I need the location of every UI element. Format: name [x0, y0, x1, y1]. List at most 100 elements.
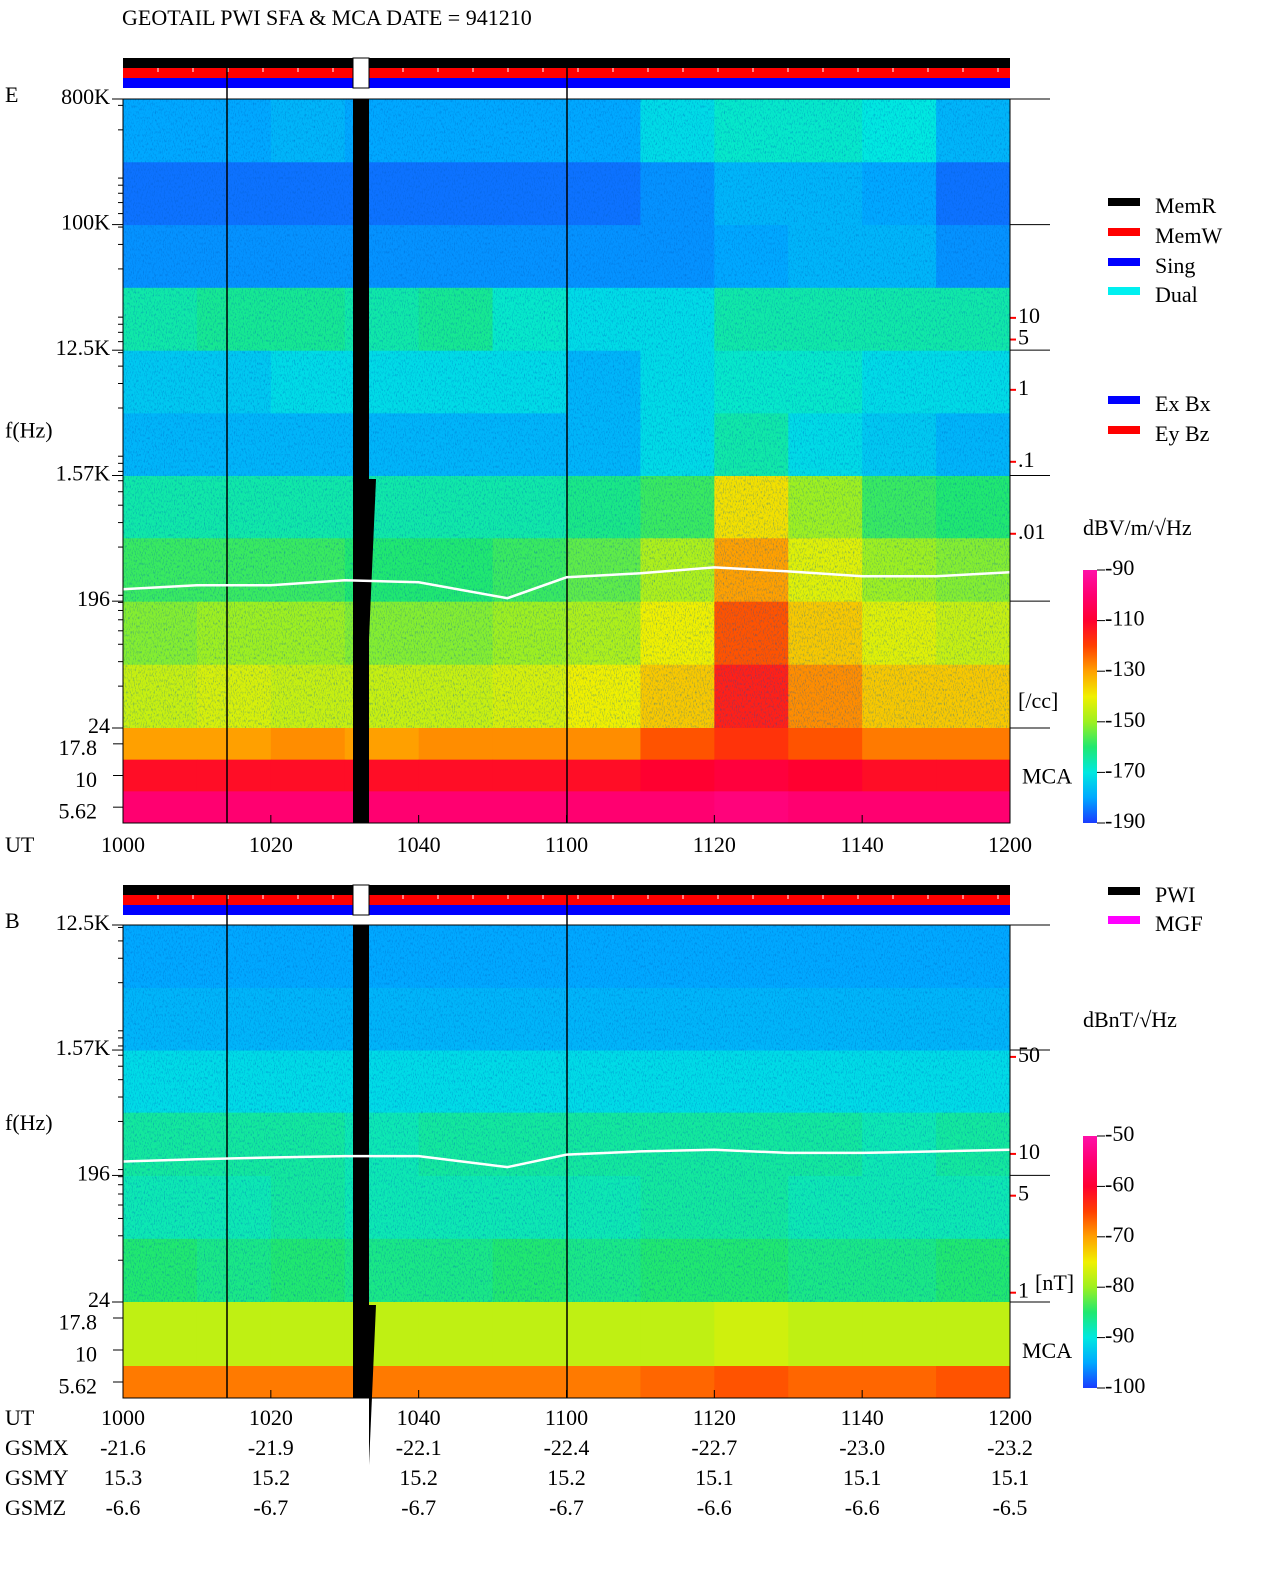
- y2-tick-label: 50: [1018, 1042, 1040, 1067]
- legend-label: MGF: [1155, 911, 1203, 936]
- legend-swatch: [1108, 258, 1140, 266]
- mca-cell: [714, 728, 789, 761]
- y-tick-label: 196: [77, 1160, 110, 1185]
- x-tick-label: 1040: [397, 1405, 441, 1430]
- y-tick-label: 1.57K: [56, 461, 111, 486]
- mca-cell: [196, 759, 272, 792]
- mca-cell: [123, 1334, 198, 1367]
- mca-cell: [123, 728, 198, 761]
- y-tick-label: 1.57K: [56, 1035, 111, 1060]
- legend-label: MemR: [1155, 193, 1216, 218]
- y-axis-label: f(Hz): [5, 417, 53, 442]
- legend-label: Sing: [1155, 253, 1195, 278]
- status-gap: [352, 57, 370, 89]
- orbit-value: -6.6: [106, 1495, 141, 1520]
- colorbar-tick-label: -150: [1105, 707, 1145, 732]
- mca-cell: [714, 759, 789, 792]
- mca-cell: [936, 1302, 1011, 1335]
- legend-label: PWI: [1155, 882, 1195, 907]
- mca-cell: [862, 728, 937, 761]
- orbit-value: 15.2: [252, 1465, 291, 1490]
- orbit-value: -6.7: [253, 1495, 288, 1520]
- colorbar-tick-label: -50: [1105, 1121, 1134, 1146]
- mca-tick-label: 17.8: [59, 735, 98, 760]
- mca-cell: [788, 791, 863, 824]
- legend-swatch: [1108, 426, 1140, 434]
- status-gap: [352, 884, 370, 916]
- mca-tick-label: 17.8: [59, 1309, 98, 1334]
- y-tick-label: 196: [77, 586, 110, 611]
- y-tick-label: 12.5K: [56, 335, 111, 360]
- colorbar: [1083, 1136, 1097, 1388]
- x-tick-label: 1020: [249, 832, 293, 857]
- colorbar-label: dBV/m/√Hz: [1083, 515, 1192, 540]
- mca-cell: [123, 759, 198, 792]
- mca-cell: [714, 1366, 789, 1399]
- y2-tick-label: 5: [1018, 1181, 1029, 1206]
- mca-cell: [418, 1302, 494, 1335]
- mca-cell: [862, 791, 937, 824]
- y2-axis-label: [nT]: [1035, 1270, 1074, 1295]
- plot-frame: [122, 98, 1011, 824]
- mca-cell: [196, 791, 272, 824]
- x-tick-label: 1100: [545, 832, 588, 857]
- plot-frame: [122, 924, 1011, 1399]
- orbit-value: -6.5: [993, 1495, 1028, 1520]
- x-axis-label: UT: [5, 832, 35, 857]
- orbit-value: -22.7: [691, 1435, 737, 1460]
- x-axis-label: UT: [5, 1405, 35, 1430]
- mca-cell: [123, 1366, 198, 1399]
- x-tick-label: 1140: [841, 1405, 884, 1430]
- x-tick-label: 1140: [841, 832, 884, 857]
- orbit-value: -6.6: [845, 1495, 880, 1520]
- orbit-value: -6.7: [549, 1495, 584, 1520]
- y-axis-label: f(Hz): [5, 1110, 53, 1135]
- mca-cell: [862, 1302, 937, 1335]
- y2-tick-label: 1: [1018, 1278, 1029, 1303]
- mca-cell: [566, 1366, 641, 1399]
- legend-label: Ey Bz: [1155, 421, 1210, 446]
- legend-label: MemW: [1155, 223, 1222, 248]
- mca-tick-label: 5.62: [59, 799, 98, 824]
- y2-tick-label: 10: [1018, 303, 1040, 328]
- mca-cell: [640, 759, 715, 792]
- mca-cell: [418, 759, 494, 792]
- mca-tick-label: 10: [75, 1341, 97, 1366]
- x-tick-label: 1100: [545, 1405, 588, 1430]
- colorbar: [1083, 570, 1097, 823]
- mca-tick-label: 5.62: [59, 1373, 98, 1398]
- colorbar-tick-label: -90: [1105, 1323, 1134, 1348]
- gap-wedge: [369, 1305, 376, 1465]
- mca-cell: [418, 1334, 494, 1367]
- mca-cell: [788, 1366, 863, 1399]
- mca-cell: [492, 728, 567, 761]
- colorbar-label: dBnT/√Hz: [1083, 1007, 1177, 1032]
- orbit-value: -23.0: [839, 1435, 885, 1460]
- mca-cell: [270, 1334, 346, 1367]
- colorbar-tick-label: -60: [1105, 1171, 1134, 1196]
- orbit-value: -21.6: [100, 1435, 146, 1460]
- mca-cell: [418, 791, 494, 824]
- mca-cell: [492, 759, 567, 792]
- mca-cell: [270, 791, 346, 824]
- colorbar-tick-label: -170: [1105, 757, 1145, 782]
- orbit-row-label: GSMY: [5, 1465, 69, 1490]
- trace-line: [122, 1148, 1011, 1169]
- mca-cell: [862, 1366, 937, 1399]
- colorbar-tick-label: -130: [1105, 656, 1145, 681]
- orbit-value: -23.2: [987, 1435, 1033, 1460]
- x-tick-label: 1120: [693, 832, 736, 857]
- orbit-value: 15.2: [547, 1465, 586, 1490]
- legend-swatch: [1108, 287, 1140, 295]
- legend-label: Dual: [1155, 282, 1198, 307]
- orbit-value: -6.6: [697, 1495, 732, 1520]
- mca-cell: [492, 1366, 567, 1399]
- mca-cell: [270, 728, 346, 761]
- x-tick-label: 1000: [101, 1405, 145, 1430]
- mca-label: MCA: [1022, 1338, 1072, 1363]
- mca-cell: [714, 1302, 789, 1335]
- panel-label: B: [5, 908, 20, 933]
- mca-cell: [270, 759, 346, 792]
- orbit-value: 15.1: [991, 1465, 1030, 1490]
